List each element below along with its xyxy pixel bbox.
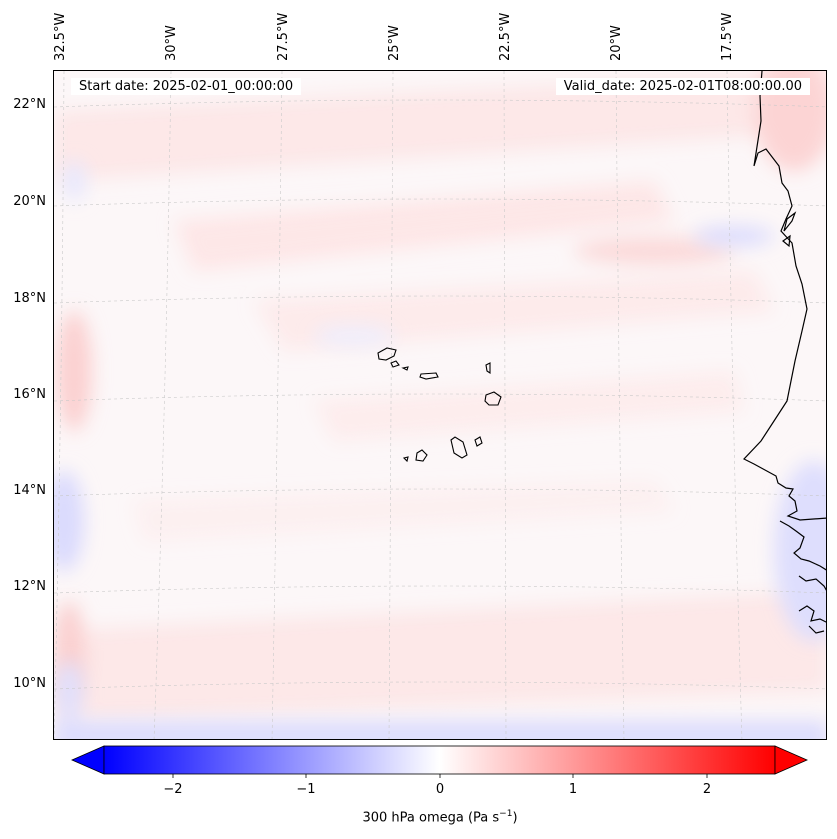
lon-label-27-5w: 27.5°W [276, 12, 291, 61]
lon-label-20w: 20°W [609, 25, 624, 61]
cape-verde-islands [377, 347, 502, 463]
colorbar-max-extend [774, 745, 808, 775]
colorbar-label-close: ) [512, 810, 518, 826]
colorbar-label-text: 300 hPa omega (Pa s [362, 810, 500, 826]
african-coastline [743, 71, 826, 634]
map-canvas [54, 71, 826, 739]
lon-label-17-5w: 17.5°W [720, 12, 735, 61]
colorbar-tick-label: 0 [435, 782, 445, 797]
lon-label-30w: 30°W [164, 25, 179, 61]
colorbar-label-exponent: −1 [499, 809, 513, 819]
valid-date-label: Valid_date: 2025-02-01T08:00:00.00 [555, 78, 810, 95]
lat-label-16n: 16°N [13, 387, 46, 402]
start-date-label: Start date: 2025-02-01_00:00:00 [71, 78, 302, 95]
omega-negative-field [54, 161, 826, 739]
colorbar-gradient [103, 745, 776, 775]
colorbar-tick-label: 1 [568, 782, 578, 797]
lon-label-25w: 25°W [387, 25, 402, 61]
omega-map[interactable] [53, 70, 827, 740]
lat-label-20n: 20°N [13, 194, 46, 209]
lat-label-12n: 12°N [13, 579, 46, 594]
colorbar-label: 300 hPa omega (Pa s−1) [362, 809, 517, 825]
lat-label-14n: 14°N [13, 483, 46, 498]
colorbar-tick-label: 2 [702, 782, 712, 797]
colorbar-min-extend [71, 745, 105, 775]
lat-label-10n: 10°N [13, 676, 46, 691]
omega-positive-field [54, 71, 826, 721]
colorbar [71, 745, 808, 778]
colorbar-tick-label: −1 [296, 782, 316, 797]
lon-label-32-5w: 32.5°W [53, 12, 68, 61]
colorbar-tick-label: −2 [163, 782, 183, 797]
lon-label-22-5w: 22.5°W [498, 12, 513, 61]
lat-label-22n: 22°N [13, 97, 46, 112]
lat-label-18n: 18°N [13, 291, 46, 306]
graticule [54, 71, 826, 739]
